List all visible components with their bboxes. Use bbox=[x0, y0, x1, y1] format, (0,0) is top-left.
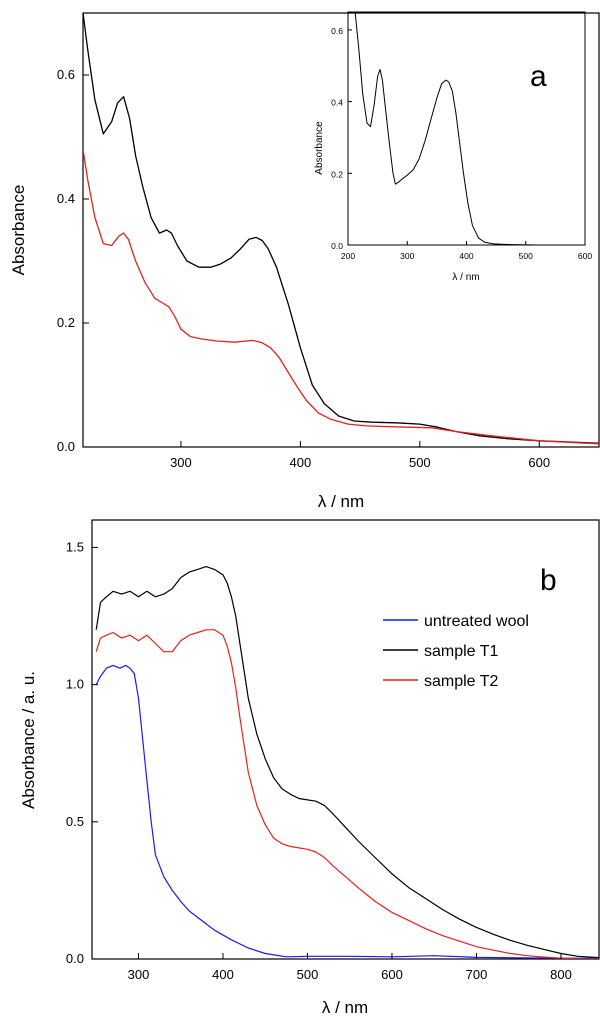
legend-label-sample-t2: sample T2 bbox=[424, 673, 499, 690]
panel-b-y-axis-label: Absorbance / a. u. bbox=[19, 671, 38, 809]
panel-b-y-tick-label: 0.5 bbox=[66, 814, 84, 829]
panel-a-label: a bbox=[530, 60, 547, 93]
inset-y-tick-label: 0.0 bbox=[331, 241, 343, 251]
inset-x-tick-label: 600 bbox=[578, 251, 592, 261]
panel-a-x-tick-label: 600 bbox=[528, 455, 550, 470]
panel-b-x-axis-label: λ / nm bbox=[322, 998, 368, 1017]
inset-line-series-1 bbox=[354, 12, 585, 245]
panel-b-y-tick-label: 1.0 bbox=[66, 677, 84, 692]
panel-b-y-tick-label: 0.0 bbox=[66, 951, 84, 966]
panel-b-ticks: 300 400 500 600 700 800 0.0 0.5 1.0 1.5 bbox=[66, 539, 572, 982]
inset-x-axis-label: λ / nm bbox=[452, 272, 479, 283]
panel-a-inset: 200 300 400 500 600 0.0 0.2 0.4 0.6 λ / nm Absor… bbox=[314, 11, 592, 283]
inset-x-tick-label: 200 bbox=[341, 251, 355, 261]
panel-b-y-tick-label: 1.5 bbox=[66, 539, 84, 554]
inset-plot-frame bbox=[347, 11, 586, 246]
panel-a-ticks: 300 400 500 600 0.0 0.2 0.4 0.6 bbox=[57, 67, 550, 470]
panel-a-y-tick-label: 0.4 bbox=[57, 191, 75, 206]
panel-a-y-tick-label: 0.2 bbox=[57, 315, 75, 330]
panel-a-y-axis-label: Absorbance bbox=[9, 185, 28, 276]
panel-a-line-series-1 bbox=[83, 13, 599, 444]
panel-a-line-series-2 bbox=[83, 149, 599, 445]
panel-b-label: b bbox=[540, 564, 557, 597]
panel-b-plot-frame bbox=[91, 519, 600, 960]
legend-label-sample-t1: sample T1 bbox=[424, 643, 499, 660]
panel-b-legend: untreated wool sample T1 sample T2 bbox=[383, 613, 529, 690]
inset-y-tick-label: 0.2 bbox=[331, 169, 343, 179]
panel-b-x-tick-label: 300 bbox=[128, 967, 150, 982]
panel-b-x-tick-label: 500 bbox=[297, 967, 319, 982]
inset-ticks: 200 300 400 500 600 0.0 0.2 0.4 0.6 bbox=[331, 26, 592, 261]
panel-b-x-tick-label: 800 bbox=[550, 967, 572, 982]
panel-a-x-tick-label: 300 bbox=[170, 455, 192, 470]
inset-series-group bbox=[354, 12, 585, 245]
legend-label-untreated-wool: untreated wool bbox=[424, 613, 529, 630]
panel-a-series-group bbox=[83, 13, 599, 445]
panel-a: 300 400 500 600 0.0 0.2 0.4 0.6 λ / nm Absorban… bbox=[9, 11, 600, 511]
panel-a-x-tick-label: 400 bbox=[290, 455, 312, 470]
panel-b: 300 400 500 600 700 800 0.0 0.5 1.0 1.5 λ / nm Ab… bbox=[19, 519, 600, 1017]
inset-x-tick-label: 500 bbox=[519, 251, 533, 261]
panel-b-x-tick-label: 700 bbox=[466, 967, 488, 982]
panel-b-line-sample-t2 bbox=[95, 629, 599, 959]
panel-b-line-untreated-wool bbox=[95, 664, 599, 959]
panel-b-line-sample-t1 bbox=[95, 565, 599, 959]
panel-a-x-tick-label: 500 bbox=[409, 455, 431, 470]
panel-a-y-tick-label: 0.6 bbox=[57, 67, 75, 82]
panel-a-y-tick-label: 0.0 bbox=[57, 439, 75, 454]
inset-x-tick-label: 400 bbox=[459, 251, 473, 261]
panel-a-plot-frame bbox=[82, 12, 600, 448]
panel-a-x-axis-label: λ / nm bbox=[318, 492, 364, 511]
inset-y-axis-label: Absorbance bbox=[314, 121, 325, 175]
inset-x-tick-label: 300 bbox=[400, 251, 414, 261]
inset-y-tick-label: 0.6 bbox=[331, 26, 343, 36]
panel-b-x-tick-label: 600 bbox=[381, 967, 403, 982]
inset-y-tick-label: 0.4 bbox=[331, 98, 343, 108]
panel-b-x-tick-label: 400 bbox=[212, 967, 234, 982]
